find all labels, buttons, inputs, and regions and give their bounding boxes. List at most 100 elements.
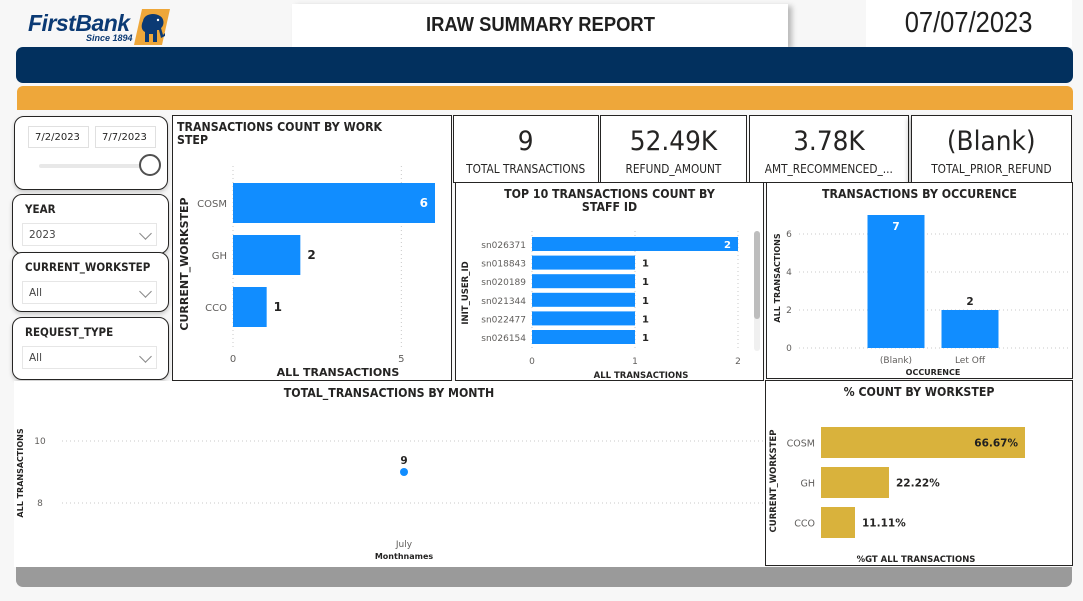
kpi-value: 52.49K [629,126,718,157]
data-label: 1 [642,314,649,325]
end-date-input[interactable]: 7/7/2023 [95,126,156,148]
kpi-total-transactions: 9 TOTAL TRANSACTIONS [453,115,599,183]
kpi-label: AMT_RECOMMENCED_... [764,162,894,176]
y-tick-label: 10 [34,437,46,447]
elephant-logo-icon [134,9,170,45]
scrollbar-thumb[interactable] [754,231,760,319]
report-title-box: IRAW SUMMARY REPORT [292,4,788,47]
pct-bar-chart: COSM 66.67% GH 22.22% CCO 11.11% %GT ALL TRANS… [769,427,1025,565]
year-slicer: YEAR 2023 [12,194,169,254]
data-label: 11.11% [862,518,906,530]
chart-title-line: TRANSACTIONS COUNT BY WORK [177,119,383,134]
date-slider-handle[interactable] [139,154,161,176]
y-tick-label: 2 [786,306,792,316]
x-axis-title: ALL TRANSACTIONS [594,371,689,380]
data-label: 2 [307,248,315,262]
current-workstep-slicer: CURRENT_WORKSTEP All [12,252,169,312]
date-range-slicer: 7/2/2023 7/7/2023 [14,116,168,190]
x-tick-label: 1 [632,357,638,367]
chart-title-line: STEP [177,132,209,147]
request-type-label: REQUEST_TYPE [25,325,114,339]
bar-CCO [233,287,267,327]
chart-transactions-by-occurence: TRANSACTIONS BY OCCURENCE 0 2 4 6 7 (Blank) 2 L… [766,182,1073,379]
year-dropdown[interactable]: 2023 [22,223,157,246]
kpi-label: TOTAL_PRIOR_REFUND [931,162,1052,176]
kpi-value: 9 [518,126,534,157]
bar-sn026154 [532,330,635,344]
kpi-value: 3.78K [793,126,865,157]
current-workstep-dropdown[interactable]: All [22,281,157,304]
header-orange-banner [17,86,1073,110]
category-label: sn018843 [481,260,526,270]
data-label: 1 [642,296,649,307]
data-label: 1 [642,333,649,344]
bar-sn020189 [532,274,635,289]
request-type-dropdown[interactable]: All [22,346,157,369]
kpi-refund-amount: 52.49K REFUND_AMOUNT [600,115,747,183]
x-axis-title: %GT ALL TRANSACTIONS [857,555,976,565]
kpi-amt-recommenced: 3.78K AMT_RECOMMENCED_... [749,115,909,183]
bar-sn026371 [532,237,738,251]
x-axis-title: OCCURENCE [906,368,961,377]
y-axis-title: CURRENT_WORKSTEP [178,197,191,330]
category-label: CCO [205,303,227,314]
bar-CCO [821,507,855,538]
category-label: sn026371 [481,241,526,251]
data-label: 1 [274,300,282,314]
data-label: 1 [642,277,649,288]
chart-title: % COUNT BY WORKSTEP [843,384,995,399]
category-label: COSM [787,439,815,450]
bar-sn018843 [532,255,635,270]
footer-gray-banner [16,567,1072,587]
category-label: sn022477 [481,315,526,325]
y-axis-title: ALL TRANSACTIONS [773,233,782,322]
x-axis-title: Monthnames [375,552,434,561]
category-label: CCO [794,519,815,530]
chart-title-line: STAFF ID [581,199,638,214]
chart-title-line: TOP 10 TRANSACTIONS COUNT BY [504,186,715,201]
category-label: sn020189 [481,278,526,288]
category-label: COSM [197,199,227,210]
chevron-down-icon [139,350,152,363]
x-axis-title: ALL TRANSACTIONS [277,366,400,379]
category-label: GH [800,479,815,490]
year-label: YEAR [25,202,56,216]
report-date-box: 07/07/2023 [866,0,1072,47]
scrollbar-track[interactable] [754,231,760,351]
chart-title: TRANSACTIONS COUNT BY WORK STEP [177,120,382,146]
chart-title: TRANSACTIONS BY OCCURENCE [822,186,1017,201]
report-date: 07/07/2023 [905,7,1033,39]
kpi-value: (Blank) [947,126,1036,157]
y-axis-title: INIT_USER_ID [461,261,471,324]
header-navy-banner [16,47,1073,83]
date-slider-track[interactable] [39,164,141,168]
data-label: 6 [420,196,428,210]
chart-transactions-by-workstep: TRANSACTIONS COUNT BY WORK STEP 0 5 COSM 6 G… [172,115,452,381]
y-tick-label: 0 [786,344,792,354]
x-tick-label: 0 [230,354,236,365]
y-axis-title: ALL TRANSACTIONS [16,428,25,517]
chevron-down-icon [139,285,152,298]
chart-pct-count-by-workstep: % COUNT BY WORKSTEP COSM 66.67% GH 22.22% CC… [765,380,1073,566]
request-type-value: All [29,351,43,364]
start-date-input[interactable]: 7/2/2023 [28,126,89,148]
occurence-column-chart: 0 2 4 6 7 (Blank) 2 Let Off OCCURENCE ALL TRANSAC… [773,215,1071,377]
firstbank-logo: FirstBank Since 1894 [26,8,176,48]
x-tick-label: 2 [735,357,741,367]
x-tick-label: 0 [529,357,535,367]
y-axis-title: CURRENT_WORKSTEP [769,430,779,533]
year-value: 2023 [29,228,56,241]
data-label: 22.22% [896,478,940,490]
bar-sn021344 [532,292,635,307]
data-label: 2 [724,240,731,251]
request-type-slicer: REQUEST_TYPE All [12,317,169,380]
category-label: (Blank) [880,356,912,366]
bar-sn022477 [532,311,635,326]
bar-GH [233,235,301,275]
bar-Let Off [941,310,999,348]
current-workstep-value: All [29,286,43,299]
chart-top10-by-staff: TOP 10 TRANSACTIONS COUNT BY STAFF ID 0 1… [455,182,764,381]
bar-COSM [233,183,435,223]
category-label: July [395,540,413,550]
x-tick-label: 5 [398,354,404,365]
